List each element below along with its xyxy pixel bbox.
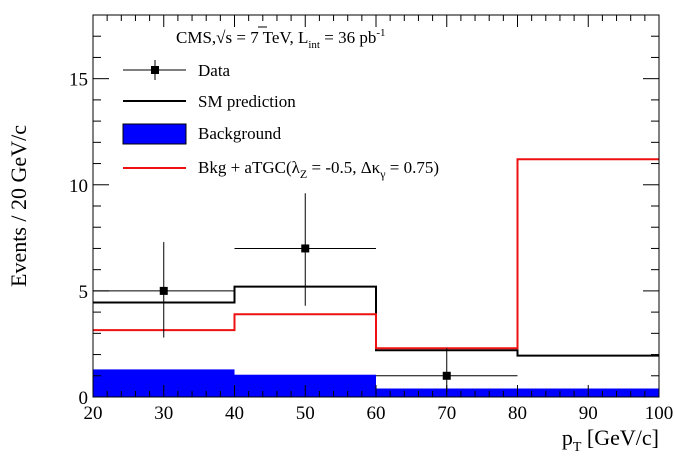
legend: Data SM prediction Background Bkg + aTGC… [123,60,439,181]
y-axis-ticks: 0 5 10 15 [69,15,659,409]
atgc-line [93,159,659,348]
legend-item-atgc: Bkg + aTGC(λZ = -0.5, Δκγ = 0.75) [123,158,439,181]
legend-data-label: Data [198,61,231,80]
legend-item-sm: SM prediction [123,92,296,111]
legend-atgc-label: Bkg + aTGC(λZ = -0.5, Δκγ = 0.75) [198,158,439,181]
legend-item-data: Data [123,60,231,80]
x-tick-label: 50 [296,403,315,424]
legend-item-background: Background [123,124,282,144]
data-point [301,244,309,252]
legend-background-label: Background [198,124,282,143]
x-tick-label: 80 [508,403,527,424]
legend-data-marker [151,66,159,74]
y-tick-label: 15 [69,70,88,91]
x-tick-label: 30 [154,403,173,424]
x-axis-label: pT [GeV/c] [562,425,659,455]
x-tick-label: 100 [645,403,674,424]
y-tick-label: 0 [79,388,89,409]
data-point [160,287,168,295]
x-tick-label: 40 [225,403,244,424]
plot-content [93,159,659,397]
legend-sm-label: SM prediction [198,92,296,111]
cms-annotation: CMS,√s = 7 TeV, Lint = 36 pb-1 [176,27,386,51]
data-point [443,372,451,380]
x-tick-label: 60 [367,403,386,424]
y-tick-label: 10 [69,176,88,197]
y-tick-label: 5 [79,282,89,303]
x-axis-ticks: 20 30 40 50 60 70 80 90 100 [84,15,674,424]
legend-background-swatch [123,124,186,144]
y-axis-label: Events / 20 GeV/c [6,125,31,287]
x-tick-label: 90 [579,403,598,424]
x-tick-label: 70 [437,403,456,424]
